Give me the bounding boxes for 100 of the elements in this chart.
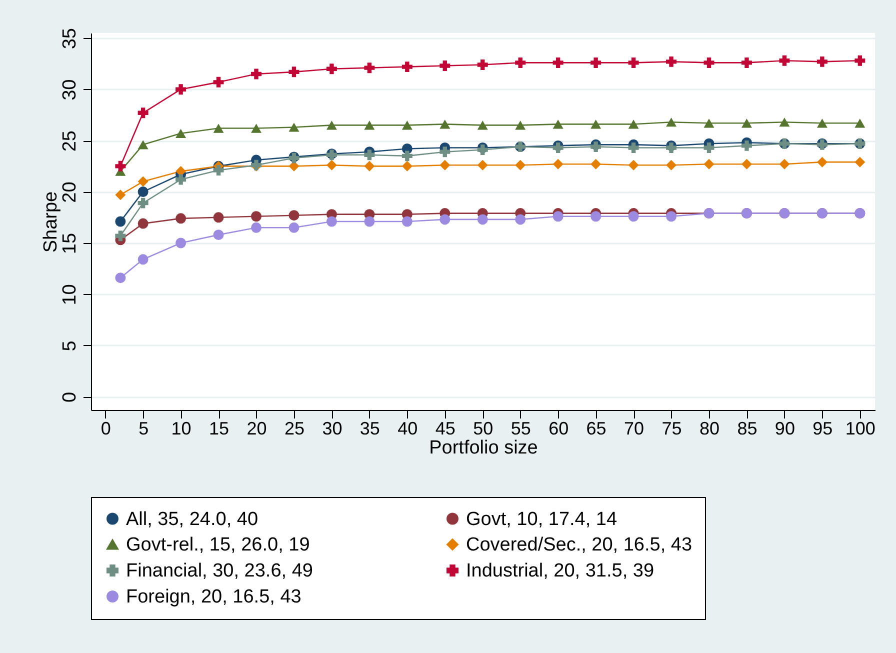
point	[590, 158, 602, 170]
point	[176, 174, 186, 185]
legend-label: Govt-rel., 15, 26.0, 19	[126, 534, 310, 556]
point	[854, 55, 866, 66]
point	[251, 124, 262, 133]
legend-label: Financial, 30, 23.6, 49	[126, 560, 313, 582]
point	[628, 120, 639, 129]
point	[816, 156, 828, 168]
point	[628, 57, 639, 68]
y-tick-label: 20	[60, 182, 80, 203]
x-tick-label: 40	[398, 418, 418, 438]
point	[288, 210, 300, 221]
point	[779, 158, 790, 170]
point	[251, 68, 262, 80]
point	[251, 222, 262, 233]
point	[138, 198, 148, 208]
point	[213, 165, 224, 176]
point	[552, 120, 564, 129]
point	[138, 254, 148, 265]
point	[854, 118, 866, 128]
point	[402, 150, 412, 162]
point	[477, 144, 488, 156]
point	[440, 214, 450, 225]
point	[115, 190, 126, 200]
point	[590, 211, 602, 222]
point	[628, 211, 639, 222]
point	[115, 160, 126, 172]
point	[704, 142, 714, 153]
x-tick-label: 15	[209, 418, 230, 438]
point	[364, 216, 375, 227]
point	[515, 160, 526, 170]
x-tick-label: 100	[845, 418, 876, 438]
point	[741, 140, 752, 151]
x-tick-label: 90	[774, 418, 795, 438]
x-tick-label: 10	[171, 418, 192, 438]
point	[477, 60, 488, 70]
point	[213, 124, 224, 133]
point	[666, 160, 677, 170]
point	[704, 118, 714, 128]
y-tick-label: 10	[60, 284, 80, 306]
point	[477, 160, 488, 170]
x-tick-label: 45	[435, 418, 456, 438]
point	[115, 230, 126, 242]
point	[288, 122, 300, 132]
point	[176, 238, 186, 248]
point	[364, 62, 375, 74]
point	[251, 211, 262, 222]
x-axis-title: Portfolio size	[429, 438, 538, 458]
y-axis-title: Sharpe	[40, 191, 62, 253]
y-tick-label: 35	[60, 28, 80, 50]
legend-label: Foreign, 20, 16.5, 43	[126, 586, 302, 608]
x-tick-label: 30	[322, 418, 342, 438]
point	[590, 57, 602, 68]
point	[288, 66, 300, 78]
point	[477, 214, 488, 225]
point	[816, 118, 828, 128]
point	[816, 56, 828, 67]
point	[213, 76, 224, 88]
point	[364, 120, 375, 130]
point	[402, 62, 412, 72]
point	[364, 160, 375, 172]
y-tick-label: 15	[60, 232, 80, 254]
x-tick-label: 65	[586, 418, 606, 438]
point	[590, 120, 602, 129]
x-tick-label: 35	[360, 418, 380, 438]
x-tick-label: 60	[548, 418, 569, 438]
point	[326, 120, 337, 130]
point	[176, 84, 186, 95]
y-tick-label: 25	[60, 130, 80, 152]
point	[402, 160, 412, 172]
point	[552, 158, 564, 170]
y-tick-label: 30	[60, 79, 80, 100]
x-tick-label: 55	[510, 418, 531, 438]
point	[402, 216, 412, 227]
x-tick-label: 5	[138, 418, 149, 438]
point	[666, 56, 677, 67]
legend-label: All, 35, 24.0, 40	[126, 508, 258, 530]
point	[779, 55, 790, 66]
x-tick-label: 75	[662, 418, 682, 438]
x-tick-label: 25	[284, 418, 304, 438]
point	[213, 212, 224, 223]
legend-label: Industrial, 20, 31.5, 39	[466, 560, 654, 582]
point	[138, 108, 148, 118]
point	[666, 118, 677, 127]
legend-label: Govt, 10, 17.4, 14	[466, 508, 618, 530]
point	[515, 120, 526, 130]
point	[741, 57, 752, 68]
point	[628, 160, 639, 170]
point	[440, 120, 450, 129]
point	[704, 158, 714, 170]
x-tick-label: 80	[699, 418, 720, 438]
point	[176, 128, 186, 138]
point	[176, 213, 186, 224]
point	[854, 156, 866, 168]
point	[402, 120, 412, 130]
point	[741, 158, 752, 170]
point	[138, 140, 148, 150]
point	[440, 146, 450, 158]
point	[115, 272, 126, 284]
point	[552, 57, 564, 68]
